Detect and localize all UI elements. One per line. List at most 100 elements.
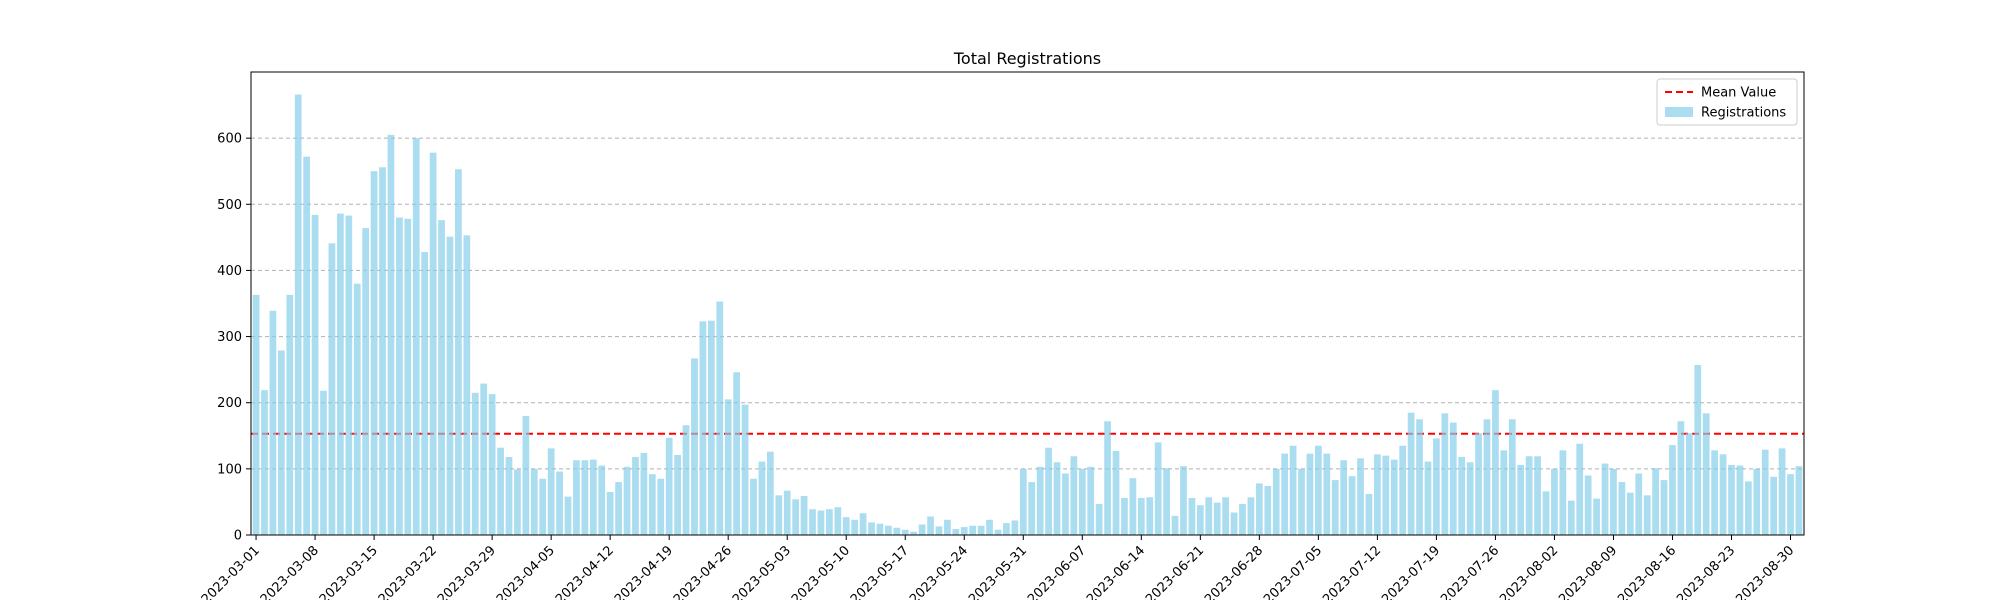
x-tick-label: 2023-05-24: [907, 543, 971, 600]
bar: [412, 138, 420, 535]
bar: [817, 510, 825, 535]
bar: [564, 496, 572, 535]
bar: [598, 465, 606, 535]
plot-frame: [250, 71, 1805, 536]
bar: [766, 451, 774, 535]
bar: [1104, 421, 1111, 535]
bar: [1500, 450, 1508, 535]
x-tick-label: 2023-03-15: [317, 543, 381, 600]
legend-bar-swatch: [1665, 107, 1693, 117]
x-tick-label: 2023-04-19: [612, 543, 676, 600]
bar: [1626, 492, 1634, 535]
bar: [1635, 473, 1643, 535]
bar: [1255, 483, 1263, 535]
bar: [1576, 443, 1584, 535]
bar: [859, 513, 867, 535]
bar: [311, 214, 319, 535]
bar: [1761, 449, 1769, 535]
bar: [1129, 478, 1137, 535]
bar: [429, 152, 437, 536]
legend: Mean Value Registrations: [1656, 78, 1798, 126]
bar: [952, 529, 960, 535]
bar: [724, 399, 732, 535]
x-tick-label: 2023-03-22: [376, 543, 440, 600]
bar: [1736, 465, 1744, 535]
bar: [1753, 468, 1761, 535]
bar: [1188, 497, 1196, 535]
bar: [328, 243, 336, 535]
y-tick-label: 500: [217, 198, 242, 213]
bar: [269, 310, 277, 535]
bar: [969, 525, 977, 535]
bar: [1584, 475, 1592, 535]
x-tick-label: 2023-06-28: [1202, 543, 1266, 600]
bar: [1517, 464, 1525, 535]
bar: [851, 519, 859, 535]
bar: [1618, 482, 1626, 535]
bar: [977, 525, 985, 535]
y-tick-label: 100: [217, 462, 242, 477]
bar: [1070, 456, 1078, 535]
bar: [1778, 448, 1786, 535]
x-tick-label: 2023-07-05: [1261, 543, 1325, 600]
bar: [1247, 497, 1255, 535]
chart-title: Total Registrations: [953, 49, 1101, 68]
bar: [1399, 445, 1407, 535]
bar: [522, 415, 530, 535]
bar: [379, 167, 386, 535]
bar: [1433, 438, 1440, 535]
x-tick-label: 2023-04-12: [553, 543, 617, 600]
bar: [463, 235, 471, 535]
x-tick-label: 2023-06-07: [1025, 543, 1089, 600]
bar: [707, 320, 715, 535]
bar: [1567, 500, 1575, 535]
bar: [480, 383, 488, 535]
bar: [994, 529, 1002, 535]
bar: [1643, 495, 1651, 535]
bar-series: [252, 94, 1803, 536]
bar: [505, 456, 513, 535]
x-tick-label: 2023-08-02: [1497, 543, 1561, 600]
x-tick-label: 2023-07-12: [1320, 543, 1384, 600]
x-tick-label: 2023-08-30: [1733, 543, 1797, 600]
bar: [1087, 466, 1095, 535]
bar: [1163, 468, 1170, 535]
bar: [1095, 503, 1103, 535]
bar: [294, 94, 302, 535]
bar: [665, 437, 673, 535]
x-tick-label: 2023-05-17: [848, 543, 912, 600]
bar: [1449, 422, 1457, 535]
y-axis: 0 100 200 300 400 500 600: [217, 132, 251, 544]
x-tick-label: 2023-07-26: [1438, 543, 1502, 600]
bar: [1424, 461, 1432, 535]
x-tick-label: 2023-06-21: [1143, 543, 1207, 600]
bar: [632, 456, 639, 535]
bar: [1475, 433, 1482, 535]
bar: [471, 392, 479, 535]
bar: [438, 220, 445, 535]
bar: [1382, 455, 1390, 535]
x-tick-label: 2023-03-29: [435, 543, 499, 600]
bar: [1289, 445, 1297, 535]
bar: [918, 524, 926, 535]
bar: [1230, 512, 1238, 535]
bar: [674, 454, 681, 535]
bar: [1770, 476, 1778, 535]
bar: [547, 448, 555, 535]
bar: [1660, 480, 1668, 535]
bar: [657, 478, 665, 535]
bar: [530, 468, 538, 535]
bar: [1340, 460, 1348, 535]
bar: [1112, 450, 1120, 535]
bar: [1374, 454, 1381, 535]
bar: [455, 169, 462, 536]
bar: [809, 509, 816, 535]
bar: [277, 350, 285, 535]
bar: [935, 526, 943, 535]
bar: [1222, 497, 1230, 535]
bar: [573, 460, 580, 535]
bar: [303, 156, 311, 536]
bar: [1281, 453, 1289, 535]
bar: [581, 460, 589, 535]
bar: [1702, 413, 1710, 535]
